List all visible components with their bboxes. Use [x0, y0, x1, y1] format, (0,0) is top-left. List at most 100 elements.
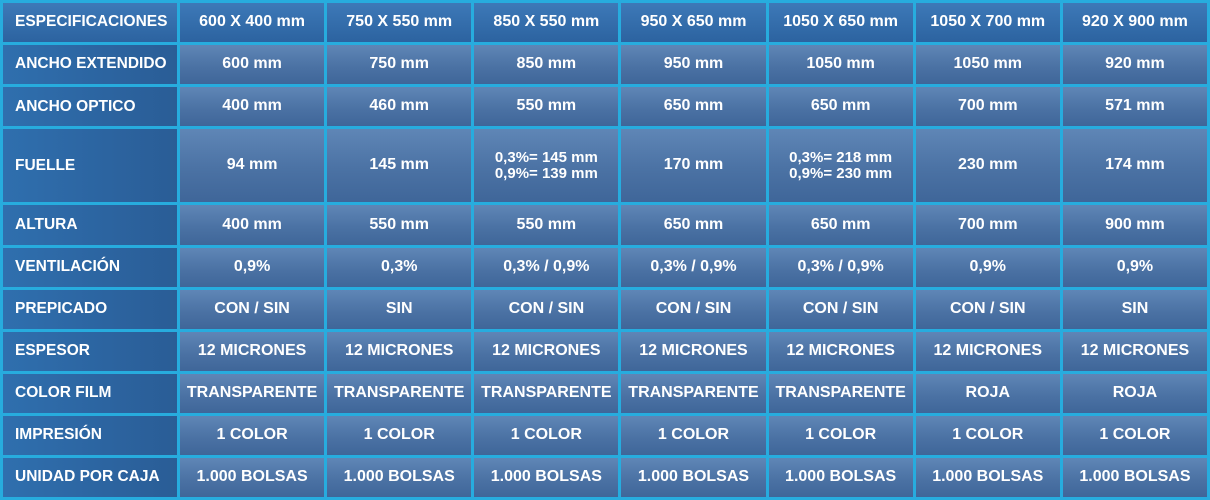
- size-header: 920 X 900 mm: [1062, 3, 1207, 43]
- table-cell: 230 mm: [915, 129, 1060, 203]
- table-row: ANCHO OPTICO 400 mm 460 mm 550 mm 650 mm…: [3, 87, 1207, 127]
- size-header: 850 X 550 mm: [474, 3, 619, 43]
- row-label: UNIDAD POR CAJA: [3, 457, 177, 497]
- table-cell: 1.000 BOLSAS: [474, 457, 619, 497]
- table-cell: 1.000 BOLSAS: [621, 457, 766, 497]
- row-label: ANCHO OPTICO: [3, 87, 177, 127]
- table-cell: 1 COLOR: [327, 415, 472, 455]
- table-cell: 400 mm: [180, 205, 325, 245]
- table-cell: 1050 mm: [915, 45, 1060, 85]
- table-cell: SIN: [327, 289, 472, 329]
- table-cell: 600 mm: [180, 45, 325, 85]
- table-cell: 145 mm: [327, 129, 472, 203]
- table-row: PREPICADO CON / SIN SIN CON / SIN CON / …: [3, 289, 1207, 329]
- table-cell: CON / SIN: [180, 289, 325, 329]
- table-cell: TRANSPARENTE: [327, 373, 472, 413]
- table-cell: 950 mm: [621, 45, 766, 85]
- table-cell: ROJA: [1062, 373, 1207, 413]
- row-label: ALTURA: [3, 205, 177, 245]
- table-cell: 94 mm: [180, 129, 325, 203]
- header-label: ESPECIFICACIONES: [3, 3, 177, 43]
- table-cell: 1 COLOR: [768, 415, 913, 455]
- cell-line: 0,3%= 218 mm: [789, 149, 893, 167]
- table-cell: TRANSPARENTE: [621, 373, 766, 413]
- table-cell: CON / SIN: [915, 289, 1060, 329]
- table-cell: 650 mm: [768, 87, 913, 127]
- cell-line: 0,3%= 145 mm: [494, 149, 598, 167]
- cell-line: 0,9%= 230 mm: [789, 164, 893, 182]
- size-header: 1050 X 700 mm: [915, 3, 1060, 43]
- table-cell: 1 COLOR: [621, 415, 766, 455]
- table-cell: 12 MICRONES: [1062, 331, 1207, 371]
- table-row: ALTURA 400 mm 550 mm 550 mm 650 mm 650 m…: [3, 205, 1207, 245]
- table-cell: 1 COLOR: [915, 415, 1060, 455]
- table-cell: 1.000 BOLSAS: [768, 457, 913, 497]
- table-cell: 550 mm: [474, 87, 619, 127]
- row-label: IMPRESIÓN: [3, 415, 177, 455]
- table-cell: SIN: [1062, 289, 1207, 329]
- table-cell: 550 mm: [327, 205, 472, 245]
- table-row: ESPESOR 12 MICRONES 12 MICRONES 12 MICRO…: [3, 331, 1207, 371]
- table-cell: 571 mm: [1062, 87, 1207, 127]
- table-cell: 1 COLOR: [180, 415, 325, 455]
- table-cell: 0,3%: [327, 247, 472, 287]
- table-cell: 650 mm: [621, 87, 766, 127]
- table-cell: 1050 mm: [768, 45, 913, 85]
- table-cell: CON / SIN: [768, 289, 913, 329]
- table-cell: 1 COLOR: [1062, 415, 1207, 455]
- table-cell: 0,9%: [1062, 247, 1207, 287]
- table-cell: 650 mm: [768, 205, 913, 245]
- table-cell: CON / SIN: [474, 289, 619, 329]
- size-header: 600 X 400 mm: [180, 3, 325, 43]
- table-cell: 550 mm: [474, 205, 619, 245]
- size-header: 750 X 550 mm: [327, 3, 472, 43]
- table-row: IMPRESIÓN 1 COLOR 1 COLOR 1 COLOR 1 COLO…: [3, 415, 1207, 455]
- table-cell: 0,9%: [915, 247, 1060, 287]
- table-cell: 12 MICRONES: [768, 331, 913, 371]
- table-cell: 12 MICRONES: [621, 331, 766, 371]
- cell-line: 0,9%= 139 mm: [494, 164, 598, 182]
- table-cell: 1.000 BOLSAS: [327, 457, 472, 497]
- table-cell: 12 MICRONES: [474, 331, 619, 371]
- table-cell: 700 mm: [915, 205, 1060, 245]
- table-cell: 170 mm: [621, 129, 766, 203]
- header-row: ESPECIFICACIONES 600 X 400 mm 750 X 550 …: [3, 3, 1207, 43]
- row-label: ANCHO EXTENDIDO: [3, 45, 177, 85]
- row-label: ESPESOR: [3, 331, 177, 371]
- table-cell: 1 COLOR: [474, 415, 619, 455]
- row-label: COLOR FILM: [3, 373, 177, 413]
- table-cell: TRANSPARENTE: [474, 373, 619, 413]
- table-cell: 0,3% / 0,9%: [474, 247, 619, 287]
- table-row: UNIDAD POR CAJA 1.000 BOLSAS 1.000 BOLSA…: [3, 457, 1207, 497]
- table-cell: ROJA: [915, 373, 1060, 413]
- table-cell: 12 MICRONES: [180, 331, 325, 371]
- table-cell: 650 mm: [621, 205, 766, 245]
- table-cell: 12 MICRONES: [915, 331, 1060, 371]
- row-label: FUELLE: [3, 129, 177, 203]
- table-cell: 1.000 BOLSAS: [915, 457, 1060, 497]
- row-label: VENTILACIÓN: [3, 247, 177, 287]
- table-cell: 0,3% / 0,9%: [768, 247, 913, 287]
- table-row: COLOR FILM TRANSPARENTE TRANSPARENTE TRA…: [3, 373, 1207, 413]
- table-cell: 850 mm: [474, 45, 619, 85]
- table-cell: TRANSPARENTE: [768, 373, 913, 413]
- size-header: 950 X 650 mm: [621, 3, 766, 43]
- table-cell: 900 mm: [1062, 205, 1207, 245]
- table-cell: 174 mm: [1062, 129, 1207, 203]
- table-cell: 920 mm: [1062, 45, 1207, 85]
- table-cell: 0,3%= 218 mm 0,9%= 230 mm: [768, 129, 913, 203]
- table-row: FUELLE 94 mm 145 mm 0,3%= 145 mm 0,9%= 1…: [3, 129, 1207, 203]
- table-row: ANCHO EXTENDIDO 600 mm 750 mm 850 mm 950…: [3, 45, 1207, 85]
- table-cell: 12 MICRONES: [327, 331, 472, 371]
- size-header: 1050 X 650 mm: [768, 3, 913, 43]
- table-cell: 400 mm: [180, 87, 325, 127]
- table-cell: 750 mm: [327, 45, 472, 85]
- table-cell: 700 mm: [915, 87, 1060, 127]
- table-cell: 1.000 BOLSAS: [180, 457, 325, 497]
- row-label: PREPICADO: [3, 289, 177, 329]
- table-row: VENTILACIÓN 0,9% 0,3% 0,3% / 0,9% 0,3% /…: [3, 247, 1207, 287]
- table-cell: 0,9%: [180, 247, 325, 287]
- table-cell: CON / SIN: [621, 289, 766, 329]
- table-cell: 0,3% / 0,9%: [621, 247, 766, 287]
- table-cell: 460 mm: [327, 87, 472, 127]
